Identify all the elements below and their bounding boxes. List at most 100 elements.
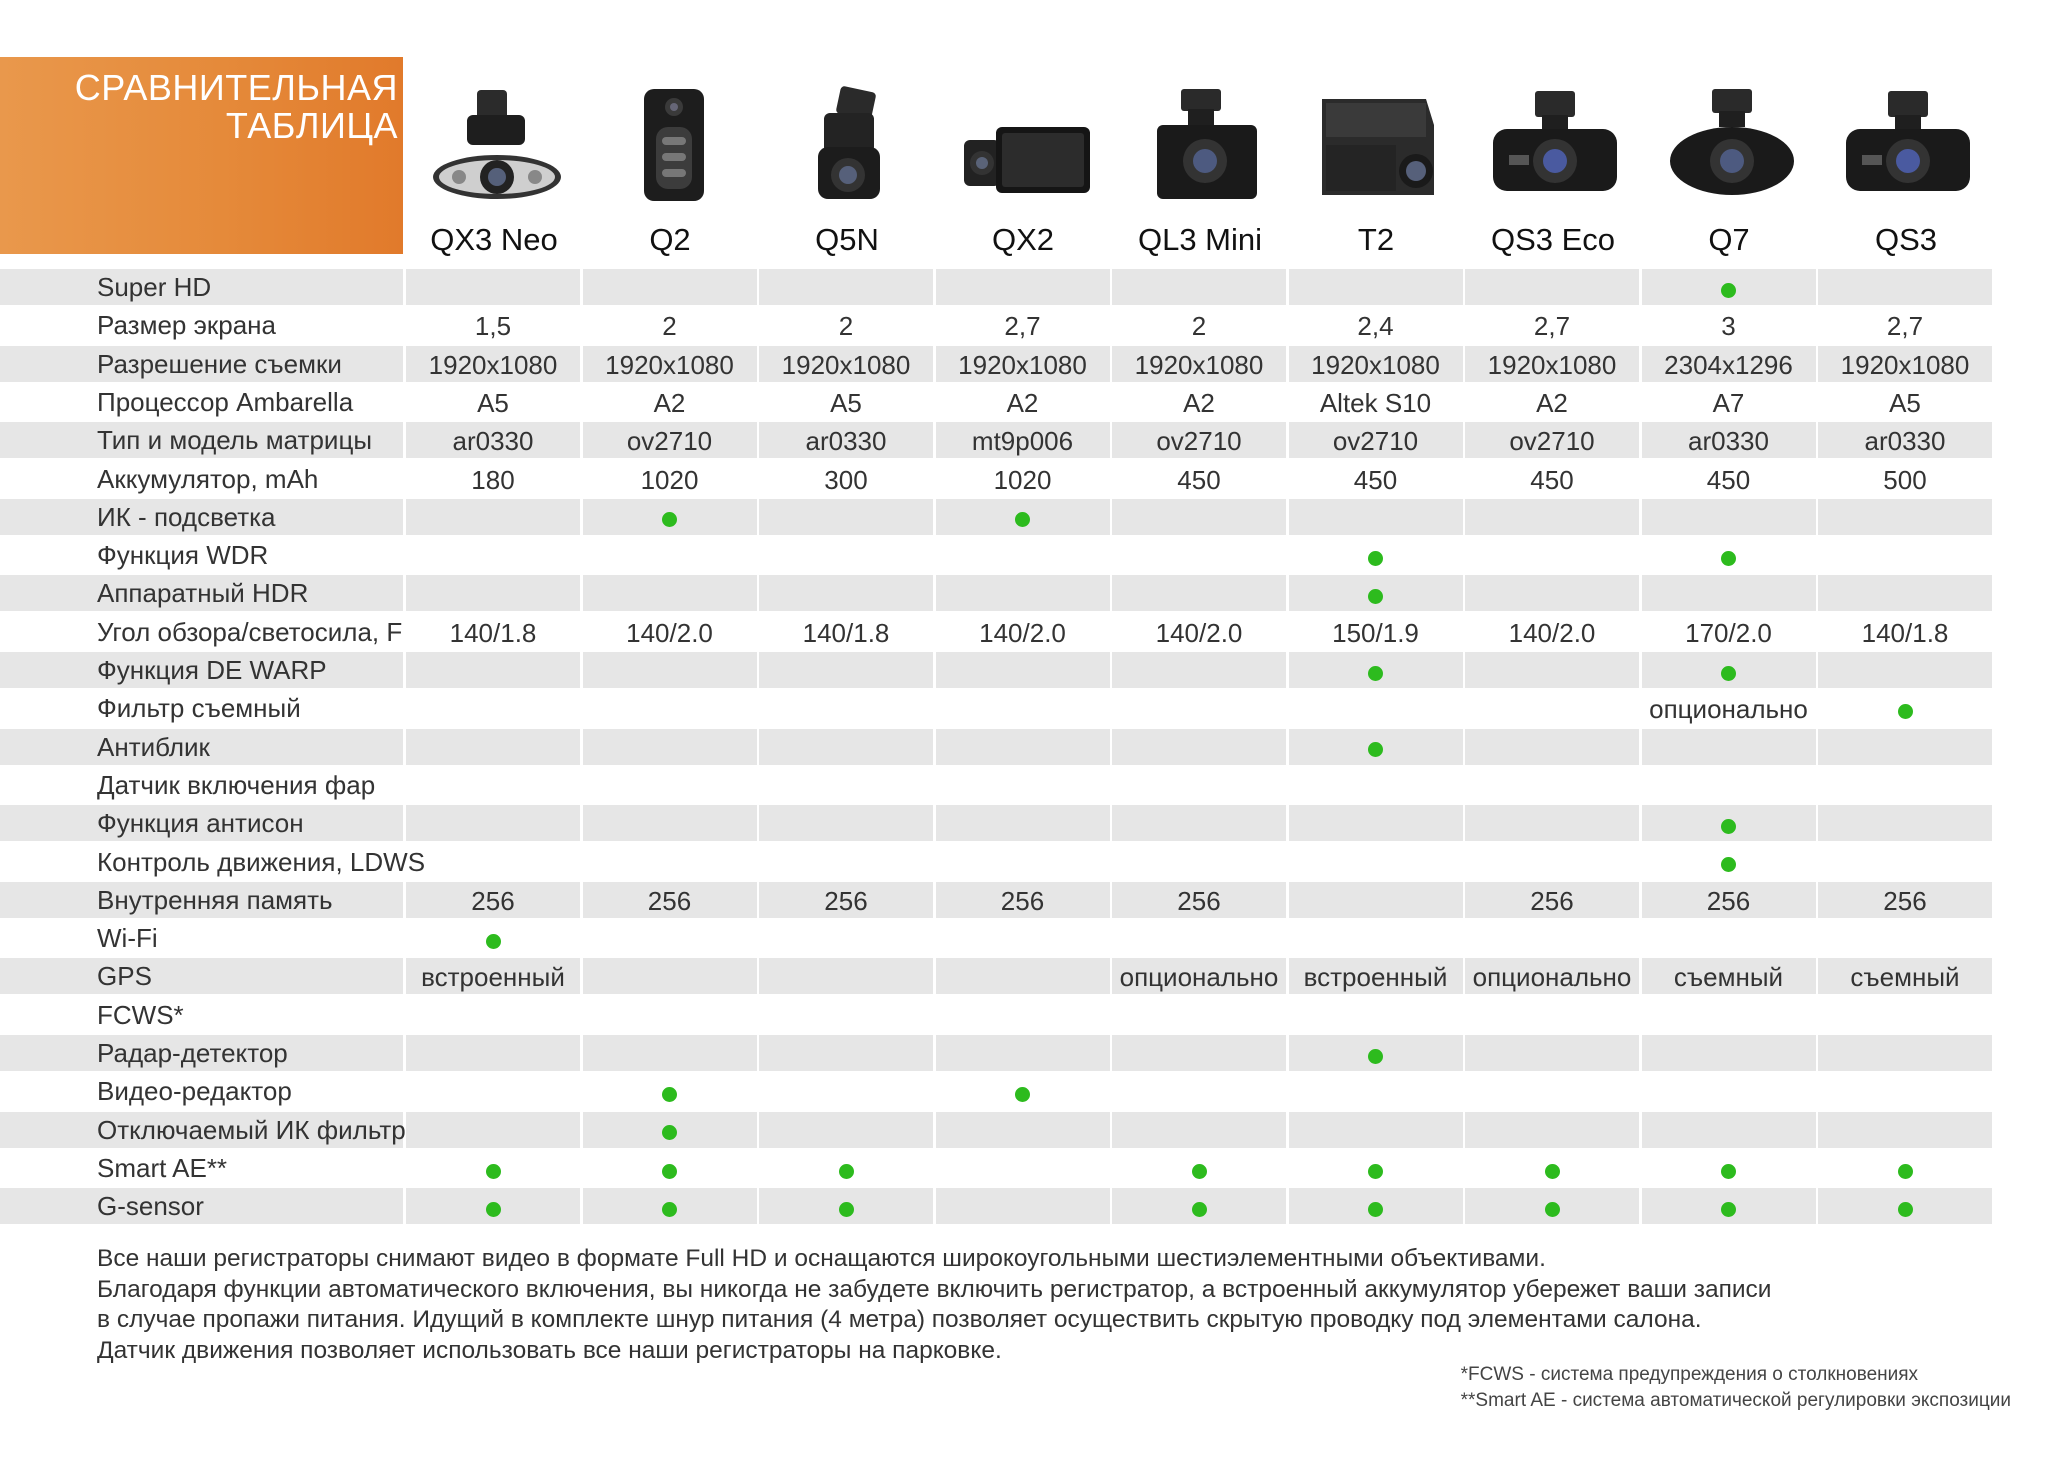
row-label-background [0,728,403,765]
table-cell [935,1188,1110,1225]
table-cell [1818,844,1992,880]
table-cell [1289,844,1463,880]
table-cell: 140/2.0 [1508,617,1596,648]
table-cell [1818,805,1992,842]
table-row: Wi-Fi [0,919,2000,957]
table-cell [1112,498,1286,535]
feature-present-dot-icon [1015,512,1030,528]
model-name: Q5N [815,222,879,257]
table-cell [935,1035,1110,1071]
table-row: Разрешение съемки 1920x1080 1920x1080 1920x… [0,345,2000,383]
feature-present-dot-icon [662,1125,677,1141]
feature-present-dot-icon [838,1163,854,1179]
row-label: Аккумулятор, mAh [97,463,319,494]
table-cell [582,958,757,995]
table-row: Процессор Ambarella A5 A2 A5 A2 A2 Altek S10 A2… [0,383,2000,421]
table-cell [1112,805,1286,842]
table-cell: 1,5 [474,311,512,342]
feature-present-dot-icon [1191,1163,1207,1179]
table-row: Датчик включения фар [0,766,2000,804]
footer-line: Датчик движения позволяет использовать в… [97,1336,1002,1364]
table-cell [1289,537,1463,573]
table-cell [1112,690,1286,726]
table-row: Функция DE WARP [0,651,2000,689]
table-cell [935,498,1110,535]
table-cell [1112,1111,1286,1148]
table-cell [935,805,1110,842]
table-cell [1641,1111,1816,1148]
table-cell: 1020 [640,464,699,495]
row-label-background [0,345,403,382]
table-cell: 180 [471,464,515,495]
table-cell [406,920,580,956]
table-cell [1642,920,1816,956]
table-cell [1288,652,1463,688]
table-cell [582,652,757,688]
table-cell: A2 [653,387,686,418]
table-cell: 3 [1721,311,1736,342]
table-cell [935,575,1110,612]
table-cell [759,652,933,688]
row-label: Тип и модель матрицы [97,425,373,456]
row-label: Функция антисон [97,808,304,839]
table-cell [1818,498,1992,535]
model-name: QS3 Eco [1490,222,1616,257]
table-cell: встроенный [406,958,580,995]
row-label-background [0,269,403,305]
table-cell [583,690,757,726]
table-cell [1641,728,1816,765]
table-cell [582,1111,757,1148]
table-cell [1289,997,1463,1033]
table-cell: ov2710 [1465,422,1639,459]
table-cell: 1920x1080 [935,345,1110,382]
table-cell: 500 [1883,464,1927,495]
dashcam-ql3-mini-icon [1123,80,1283,210]
table-cell [582,575,757,612]
table-cell [406,844,580,880]
table-cell: 2,7 [1533,311,1571,342]
table-cell [759,575,933,612]
feature-present-dot-icon [485,1163,501,1179]
table-cell [1288,881,1463,918]
table-cell [759,844,933,880]
table-cell: 150/1.9 [1332,617,1419,648]
row-label: Процессор Ambarella [97,386,354,417]
table-cell: 256 [406,881,580,918]
table-cell [759,690,933,726]
table-cell [583,844,757,880]
dashcam-qx2-icon [946,80,1106,210]
table-cell: mt9p006 [935,422,1110,459]
table-cell [582,728,757,765]
table-cell [1465,805,1639,842]
table-cell [1818,767,1992,803]
table-row: Внутренняя память 256 256 256 256 256 256 256 25… [0,881,2000,919]
table-cell [1112,920,1286,956]
table-cell [1465,997,1639,1033]
table-cell [759,1111,933,1148]
row-label: Разрешение съемки [97,348,342,379]
table-cell: опционально [1649,694,1808,725]
table-cell [1465,1111,1639,1148]
table-row: Контроль движения, LDWS [0,843,2000,881]
table-cell [1289,690,1463,726]
table-cell [582,498,757,535]
feature-present-dot-icon [1368,1048,1383,1064]
table-cell [936,767,1110,803]
row-label-background [0,1188,403,1225]
table-cell [1289,767,1463,803]
dashcam-q5n-icon [770,80,930,210]
table-cell [936,997,1110,1033]
table-cell [759,767,933,803]
table-row: Аккумулятор, mAh 180 1020 300 1020 450 450 450 4… [0,460,2000,498]
table-cell: 1920x1080 [582,345,757,382]
table-cell [406,728,580,765]
footer-line: Все наши регистраторы снимают видео в фо… [97,1245,1546,1272]
table-cell [1642,997,1816,1033]
row-label: Размер экрана [97,310,276,341]
feature-present-dot-icon [1721,550,1736,566]
row-label-background [0,575,403,612]
footer-description: Все наши регистраторы снимают видео в фо… [97,1244,1917,1366]
table-cell [1465,767,1639,803]
table-row: ИК - подсветка [0,498,2000,536]
table-cell [1465,537,1639,573]
